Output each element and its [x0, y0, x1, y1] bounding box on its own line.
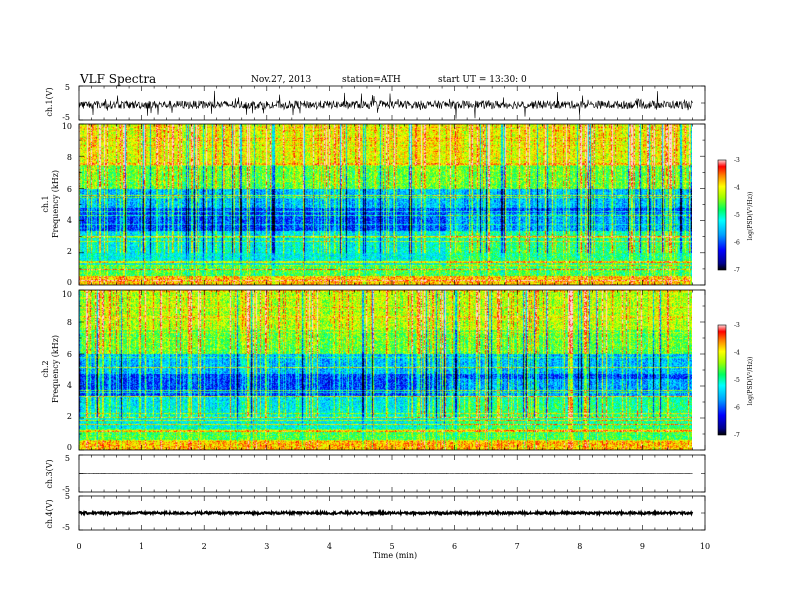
- xtick-9: 9: [640, 542, 645, 551]
- colorbar-ch1: -3 -4 -5 -6 -7 log(PSD(V²/Hz)): [717, 157, 754, 274]
- colorbar-ch1-tick-m5: -5: [734, 212, 740, 219]
- spectrogram-ch1: [79, 124, 692, 285]
- colorbar-ch1-tick-m7: -7: [734, 267, 740, 274]
- panel2-ylabel-channel: ch.2: [41, 360, 50, 377]
- colorbar-ch2-tick-m7: -7: [734, 432, 740, 439]
- colorbar-ch1-label: log(PSD(V²/Hz)): [747, 192, 754, 241]
- panel1-ytick-10: 10: [62, 122, 72, 131]
- panel1-ytick-0: 0: [67, 278, 72, 287]
- panel2-ytick-8: 8: [67, 318, 72, 327]
- xtick-7: 7: [515, 542, 520, 551]
- xtick-8: 8: [577, 542, 582, 551]
- panel1-ylabel: Frequency (kHz): [51, 170, 60, 238]
- colorbar-ch2-tick-m6: -6: [734, 405, 740, 412]
- colorbar-ch1-gradient: [717, 159, 727, 271]
- panel0-ylabel: ch.1(V): [45, 87, 54, 116]
- panel3-ytick-bottom: -5: [62, 485, 70, 494]
- panel4-ytick-bottom: -5: [62, 523, 70, 532]
- colorbar-ch2-tick-m3: -3: [734, 322, 740, 329]
- colorbar-ch2-label: log(PSD(V²/Hz)): [747, 357, 754, 406]
- waveform-ch.1(V): [78, 90, 693, 119]
- panel1-ylabel-channel: ch.1: [41, 195, 50, 212]
- xtick-10: 10: [700, 542, 710, 551]
- tick-marks: [78, 85, 706, 531]
- colorbar-ch2-tick-m5: -5: [734, 377, 740, 384]
- colorbar-ch1-tick-m4: -4: [734, 185, 740, 192]
- panel0-ytick-top: 5: [65, 83, 70, 92]
- panel2-ytick-10: 10: [62, 290, 72, 299]
- panel2-ytick-4: 4: [67, 381, 72, 390]
- panel2-ytick-0: 0: [67, 443, 72, 452]
- xtick-6: 6: [452, 542, 457, 551]
- panel4-ylabel: ch.4(V): [45, 499, 54, 528]
- panel1-ytick-4: 4: [67, 216, 72, 225]
- spectrogram-images: [79, 124, 692, 450]
- xtick-4: 4: [327, 542, 332, 551]
- panel2-ytick-2: 2: [67, 412, 72, 421]
- panel3-ylabel: ch.3(V): [45, 459, 54, 488]
- y-tick-labels: 5 -5 0 2 4 6 8 10 0 2 4 6 8 10 5 -5 5 -5: [62, 83, 72, 532]
- xtick-3: 3: [264, 542, 269, 551]
- spectrogram-ch2: [79, 290, 692, 450]
- xtick-2: 2: [202, 542, 207, 551]
- panel2-ytick-6: 6: [67, 350, 72, 359]
- chart-date: Nov.27, 2013: [251, 75, 312, 85]
- colorbar-ch1-tick-m3: -3: [734, 157, 740, 164]
- panel2-ylabel: Frequency (kHz): [51, 335, 60, 403]
- colorbar-ch2-tick-m4: -4: [734, 350, 740, 357]
- chart-start-time: start UT = 13:30: 0: [438, 75, 527, 85]
- panel4-ytick-top: 5: [65, 492, 70, 501]
- xtick-1: 1: [139, 542, 144, 551]
- xtick-0: 0: [76, 542, 81, 551]
- panel1-ytick-6: 6: [67, 185, 72, 194]
- panel3-ytick-top: 5: [65, 454, 70, 463]
- chart-title: VLF Spectra: [79, 72, 156, 86]
- x-tick-labels: 0 1 2 3 4 5 6 7 8 9 10: [76, 542, 710, 551]
- waveform-ch.4(V): [78, 508, 694, 518]
- colorbar-ch1-tick-m6: -6: [734, 240, 740, 247]
- xtick-5: 5: [389, 542, 394, 551]
- panel1-ytick-8: 8: [67, 153, 72, 162]
- panel0-ytick-bottom: -5: [62, 113, 70, 122]
- waveform-traces: [78, 90, 694, 518]
- colorbar-ch2: -3 -4 -5 -6 -7 log(PSD(V²/Hz)): [717, 322, 754, 439]
- colorbar-ch2-gradient: [717, 324, 727, 436]
- chart-station: station=ATH: [342, 75, 401, 85]
- x-axis-label: Time (min): [373, 551, 417, 560]
- panel1-ytick-2: 2: [67, 247, 72, 256]
